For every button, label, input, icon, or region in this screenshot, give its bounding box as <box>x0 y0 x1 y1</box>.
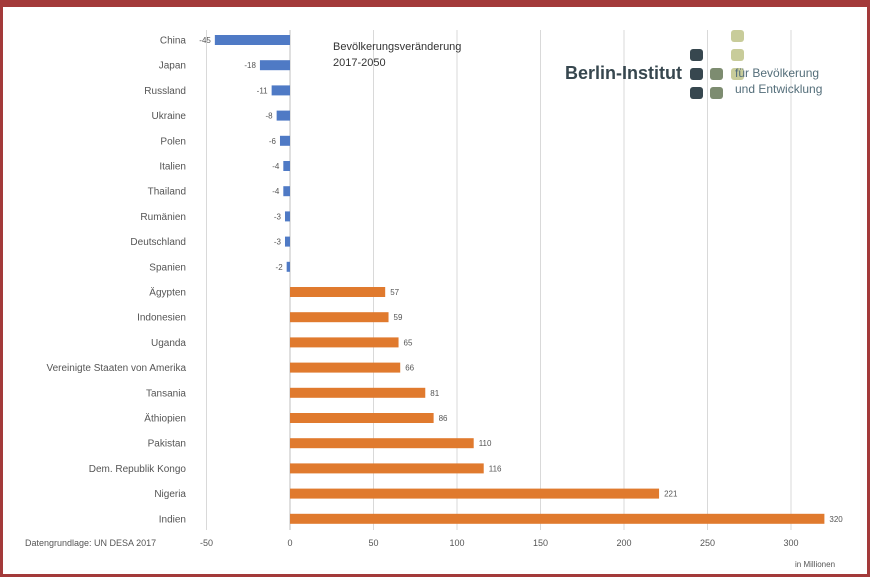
data-label: -2 <box>276 263 284 272</box>
category-label: Tansania <box>146 388 186 399</box>
x-tick-label: 150 <box>533 538 548 548</box>
category-label: Deutschland <box>130 237 186 248</box>
bar <box>283 161 290 171</box>
category-label: Indonesien <box>137 313 186 324</box>
category-label: Äthiopien <box>144 413 186 425</box>
bar <box>276 110 290 121</box>
unit-label: in Millionen <box>795 560 836 569</box>
data-label: 81 <box>430 389 439 398</box>
x-tick-label: 50 <box>368 538 378 548</box>
data-label: 57 <box>390 288 399 297</box>
bar <box>290 287 386 297</box>
logo-square-icon <box>710 87 723 99</box>
bar <box>279 135 290 146</box>
bar <box>214 35 290 45</box>
bar <box>284 211 290 222</box>
data-label: -3 <box>274 238 282 247</box>
berlin-institut-logo: Berlin-Institut für Bevölkerung und Entw… <box>565 25 865 115</box>
bar <box>290 463 484 474</box>
bar <box>290 413 434 423</box>
logo-square-icon <box>731 30 744 42</box>
bar <box>286 261 290 272</box>
data-label: -6 <box>269 137 277 146</box>
labels: -50 0 50 100 150 200 250 300 China -45 Japan -18 Rus… <box>46 36 843 549</box>
bar <box>284 236 290 247</box>
category-label: Rumänien <box>140 212 186 223</box>
logo-square-icon <box>690 49 703 61</box>
bar <box>283 186 290 197</box>
logo-square-icon <box>690 87 703 99</box>
bar <box>290 488 660 499</box>
bar <box>290 312 389 323</box>
x-tick-label: 100 <box>449 538 464 548</box>
bar <box>290 337 399 348</box>
bar <box>290 387 426 398</box>
bar <box>271 85 290 96</box>
data-label: 116 <box>489 464 502 473</box>
data-label: -3 <box>274 212 282 221</box>
logo-tagline: für Bevölkerung und Entwicklung <box>735 65 822 97</box>
category-label: Indien <box>159 514 186 525</box>
category-label: Ägypten <box>149 287 186 299</box>
data-label: 110 <box>479 439 492 448</box>
category-label: Ukraine <box>152 111 187 122</box>
category-label: Pakistan <box>148 439 186 450</box>
logo-tagline-line-1: für Bevölkerung <box>735 66 820 80</box>
data-label: -4 <box>272 187 280 196</box>
bar <box>259 60 290 71</box>
chart-title-line-1: Bevölkerungsveränderung <box>333 41 461 53</box>
data-label: -18 <box>244 61 256 70</box>
source-note: Datengrundlage: UN DESA 2017 <box>25 538 157 548</box>
logo-square-icon <box>731 49 744 61</box>
logo-square-icon <box>731 68 744 80</box>
category-label: Polen <box>160 136 186 147</box>
category-label: Dem. Republik Kongo <box>89 464 187 475</box>
data-label: 320 <box>829 515 843 524</box>
logo-square-icon <box>710 68 723 80</box>
data-label: -4 <box>272 162 280 171</box>
bars <box>214 35 825 524</box>
x-tick-label: 200 <box>616 538 631 548</box>
x-tick-label: -50 <box>200 538 213 548</box>
category-label: China <box>160 36 187 47</box>
bar <box>290 513 825 524</box>
top-color-band <box>0 0 870 7</box>
data-label: 86 <box>439 414 448 423</box>
bar <box>290 438 474 449</box>
category-label: Italien <box>159 162 186 173</box>
logo-square-icon <box>690 68 703 80</box>
x-tick-label: 300 <box>783 538 798 548</box>
category-label: Uganda <box>151 338 186 349</box>
category-label: Spanien <box>149 262 186 273</box>
data-label: -8 <box>266 112 274 121</box>
category-label: Thailand <box>148 187 186 198</box>
data-label: 59 <box>394 313 403 322</box>
bar <box>290 362 401 373</box>
data-label: 221 <box>664 490 678 499</box>
logo-tagline-line-2: und Entwicklung <box>735 82 823 96</box>
category-label: Japan <box>159 61 186 72</box>
x-tick-label: 250 <box>700 538 715 548</box>
chart-title-line-2: 2017-2050 <box>333 57 386 69</box>
data-label: 65 <box>404 338 413 347</box>
category-label: Vereinigte Staaten von Amerika <box>46 363 186 374</box>
data-label: 66 <box>405 364 414 373</box>
category-label: Russland <box>144 86 186 97</box>
logo-name: Berlin-Institut <box>565 63 682 83</box>
category-label: Nigeria <box>154 489 186 500</box>
x-tick-label: 0 <box>287 538 292 548</box>
data-label: -11 <box>257 86 269 95</box>
data-label: -45 <box>199 36 211 45</box>
